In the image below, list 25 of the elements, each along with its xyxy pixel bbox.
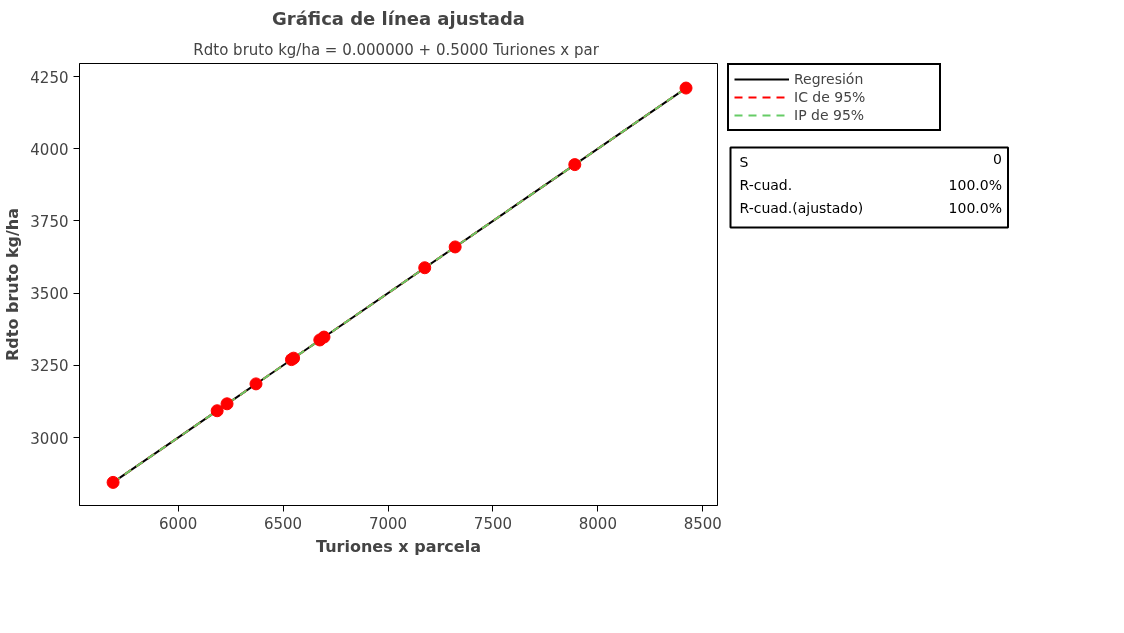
- chart-title: Gráfica de línea ajustada: [272, 7, 525, 29]
- x-tick-label: 8500: [683, 514, 722, 533]
- legend-label: IC de 95%: [794, 88, 867, 106]
- text: R-cuad.: [739, 177, 793, 194]
- legend-label: IP de 95%: [794, 106, 866, 124]
- y-tick-label: 3000: [30, 429, 69, 448]
- legend-label: Regresión: [794, 70, 865, 88]
- x-axis-title: Turiones x parcela: [316, 536, 481, 556]
- text: 100.0%: [948, 177, 1003, 194]
- chart-subtitle: Rdto bruto kg/ha = 0.000000 + 0.5000 Turiones x par: [193, 40, 600, 59]
- x-tick-label: 6500: [263, 514, 303, 533]
- y-tick-label: 3250: [30, 357, 69, 376]
- y-tick-label: 3500: [30, 285, 69, 304]
- y-axis-title: Rdto bruto kg/ha: [3, 207, 23, 362]
- text: 0: [993, 151, 1003, 168]
- x-tick-label: 7500: [473, 514, 513, 533]
- y-tick-label: 4000: [30, 140, 69, 159]
- x-tick-label: 6000: [159, 514, 198, 533]
- text: S: [739, 154, 749, 171]
- x-tick-label: 8000: [578, 514, 617, 533]
- text: 100.0%: [948, 200, 1003, 217]
- y-tick-label: 3750: [30, 212, 69, 231]
- text: R-cuad.(ajustado): [739, 200, 864, 217]
- y-tick-label: 4250: [30, 68, 69, 87]
- x-tick-label: 7000: [368, 514, 408, 533]
